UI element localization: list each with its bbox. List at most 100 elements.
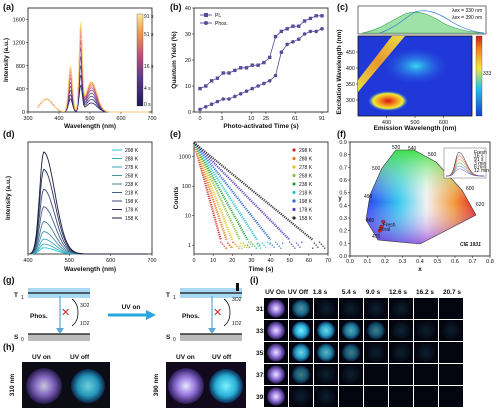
chart-e-tail-7-3 [294, 247, 296, 249]
chart-a-xtick-4: 700 [147, 116, 156, 122]
chart-e-xtick-4: 40 [268, 258, 274, 264]
chart-e-tail-2-0 [231, 246, 233, 248]
i-cell-bg-3-4 [364, 364, 388, 385]
chart-d-legend-5: 218 K [125, 191, 139, 197]
chart-b-legend-marker-phos [204, 21, 208, 25]
chart-e-series-0 [192, 142, 222, 241]
i-cell-bg-3-5 [389, 364, 413, 385]
g-right-phos-arrowhead [208, 328, 216, 334]
i-cell-glow-0-2 [317, 299, 335, 318]
chart-e-tail-5-2 [259, 247, 262, 249]
chart-f-ytick-3: 0.3 [339, 216, 347, 222]
chart-e-legend-4: 238 K [299, 182, 313, 188]
chart-f-ytick-0: 0.0 [339, 254, 347, 260]
chart-e-tail-2-7 [243, 246, 246, 248]
chart-f-inset-legend-2: 91 s [474, 157, 484, 163]
i-cell-glow-1-1 [292, 321, 310, 340]
chart-f-locus-outline [365, 149, 477, 245]
chart-e-tail-8-6 [322, 245, 324, 247]
g-right-o2-bottom: 1O2 [232, 321, 242, 327]
chart-e-tail-3-1 [240, 247, 243, 249]
chart-f-xtick-5: 0.5 [434, 259, 442, 265]
chart-f-inset-legend-4: 6 min [474, 164, 486, 170]
chart-b-ytick-3: 30 [185, 32, 191, 38]
chart-e-tail-6-1 [271, 244, 273, 246]
chart-b-line-1 [199, 28, 323, 110]
chart-e-tail-1-0 [225, 247, 228, 249]
chart-a-ytick-3: 1200 [13, 41, 25, 47]
i-header-5: 12.6 s [389, 289, 407, 296]
chart-c-cyan-blob [384, 48, 448, 84]
chart-b-point-1-5 [227, 97, 231, 101]
chart-b-xtick-3: 25 [263, 116, 269, 122]
chart-e-legend-3: 258 K [299, 174, 313, 180]
chart-e-series-1 [192, 142, 228, 241]
chart-f-wl-6: 500 [372, 166, 381, 172]
i-cell-glow-0-4 [367, 299, 385, 318]
chart-b-legend-pl: PL [215, 13, 221, 19]
chart-a-ytick-2: 800 [16, 64, 25, 70]
chart-e-xtick-3: 30 [248, 258, 254, 264]
i-cell-glow-0-0 [267, 299, 285, 318]
chart-c: λex = 330 nm λex = 390 nm 333 400 500 600 3… [336, 5, 492, 132]
chart-e-tail-6-6 [280, 247, 282, 249]
g-left-phos-arrowhead [56, 328, 64, 334]
chart-f-xtick-7: 0.7 [469, 259, 477, 265]
i-cell-glow-1-2 [317, 321, 335, 340]
chart-b-point-0-20 [314, 14, 318, 18]
chart-e: 298 K 288 K 278 K 258 K 238 K 218 K 198 K 178 K… [173, 141, 331, 273]
chart-b-ytick-0: 0 [188, 110, 191, 116]
chart-e-series-7 [193, 141, 291, 241]
chart-f-xtick-2: 0.2 [381, 259, 389, 265]
chart-b-point-0-3 [215, 76, 220, 80]
chart-d-legend-7: 178 K [125, 208, 139, 214]
chart-f-locus [365, 149, 477, 245]
h-label-2: UV off [70, 354, 90, 361]
chart-a-frame [27, 7, 153, 113]
chart-e-tail-6-5 [278, 245, 280, 247]
chart-e-tail-7-4 [295, 242, 298, 244]
chart-c-red-blob [368, 91, 408, 111]
chart-e-tail-0-2 [223, 245, 225, 247]
chart-b-point-1-12 [267, 79, 272, 83]
chart-b: 0 3 10 25 61 91 0 10 20 30 40 PL Phos. Photo-activ… [171, 6, 329, 130]
chart-e-tail-5-0 [256, 243, 258, 245]
chart-e-tail-2-6 [241, 244, 244, 246]
chart-e-ylabel: Counts [173, 186, 180, 209]
g-left-o2-top: 3O2 [80, 303, 90, 309]
i-cell-glow-1-0 [267, 321, 285, 340]
g-left-energy-arrow [71, 298, 79, 327]
chart-d-ylabel: Intensity (a.u.) [5, 176, 12, 220]
chart-f-xtick-8: 0.8 [486, 259, 494, 265]
chart-b-point-0-16 [291, 24, 295, 28]
chart-f-ylabel: y [338, 195, 342, 202]
chart-e-series-group [192, 141, 326, 249]
chart-e-tail-8-2 [315, 244, 317, 246]
g-right-lamp-icon [236, 283, 239, 291]
chart-e-legend-marker-7 [292, 207, 296, 212]
g-right-s0: S [166, 334, 171, 341]
chart-a-ytick-4: 1600 [13, 18, 25, 24]
g-right-t1-sub: 1 [173, 295, 176, 301]
i-cell-bg-4-6 [414, 386, 438, 407]
h-wl-2: 390 nm [153, 374, 160, 397]
i-header-3: 5.4 s [342, 289, 357, 296]
h-photo-2-right [209, 369, 243, 403]
chart-e-tail-6-2 [273, 246, 275, 248]
chart-b-line-0 [199, 15, 322, 89]
chart-b-point-0-9 [250, 63, 254, 67]
chart-b-point-1-17 [296, 37, 301, 41]
i-cell-glow-1-5 [392, 321, 410, 340]
chart-a-xtick-1: 400 [54, 116, 63, 122]
chart-d-legend-8: 158 K [125, 216, 139, 222]
chart-e-tail-5-6 [266, 241, 269, 243]
chart-f-xtick-1: 0.1 [364, 259, 372, 265]
chart-e-tail-3-2 [242, 242, 245, 244]
chart-e-tail-7-1 [290, 243, 293, 245]
chart-e-tail-3-7 [251, 245, 253, 247]
g-right-cross: ✕ [213, 306, 222, 319]
chart-f-annotation: CIE 1931 [460, 242, 481, 248]
g-left-o2-bottom: 1O2 [80, 321, 90, 327]
chart-e-xtick-1: 10 [210, 258, 216, 264]
